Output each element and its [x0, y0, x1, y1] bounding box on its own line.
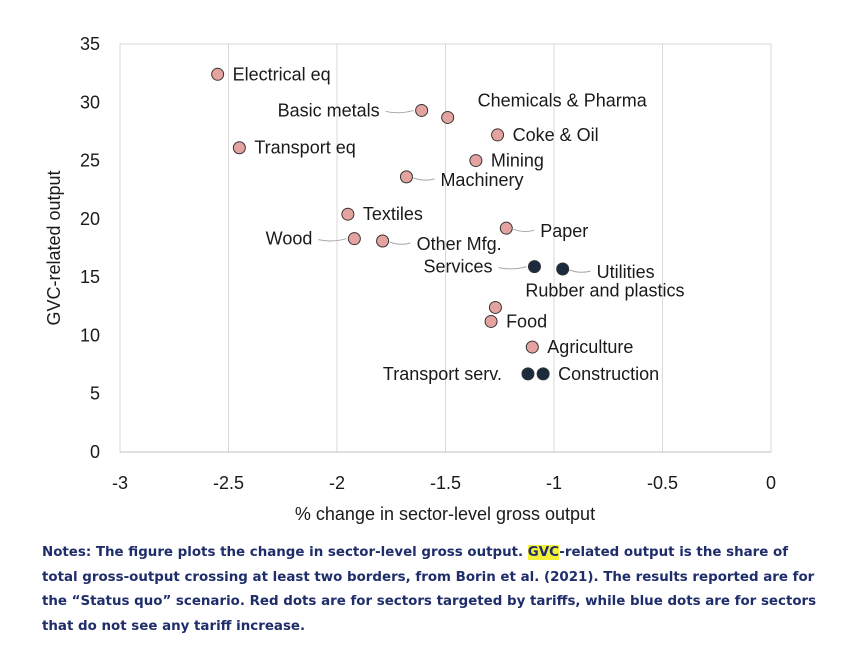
- x-tick-label: -0.5: [647, 473, 678, 493]
- y-tick-labels: 0 5 10 15 20 25 30 35: [80, 34, 100, 462]
- data-point: [211, 67, 225, 81]
- y-tick-label: 20: [80, 209, 100, 229]
- point-labels: Electrical eq Basic metals Chemicals & Pha…: [233, 64, 685, 384]
- figure-notes: Notes: The figure plots the change in se…: [42, 541, 822, 639]
- data-point: [399, 170, 413, 184]
- data-point: [232, 141, 246, 155]
- x-tick-label: -2.5: [213, 473, 244, 493]
- notes-highlight-gvc: GVC: [527, 545, 560, 560]
- leader-line: [513, 228, 535, 232]
- y-tick-label: 35: [80, 34, 100, 54]
- point-label: Transport serv.: [383, 364, 502, 384]
- notes-text-1: Notes: The figure plots the change in se…: [42, 545, 528, 560]
- data-points: [211, 67, 570, 381]
- leader-line: [318, 238, 347, 242]
- point-label: Machinery: [440, 170, 523, 190]
- y-tick-label: 10: [80, 325, 100, 345]
- data-point: [521, 367, 535, 381]
- leader-line: [385, 109, 414, 114]
- data-point: [491, 128, 505, 142]
- x-tick-label: -3: [112, 473, 128, 493]
- data-point: [488, 300, 502, 314]
- leader-line: [413, 177, 435, 181]
- x-axis-label: % change in sector-level gross output: [295, 504, 595, 524]
- data-point: [536, 367, 550, 381]
- point-label: Basic metals: [278, 100, 380, 120]
- data-point: [441, 110, 455, 124]
- data-point: [499, 221, 513, 235]
- data-point: [525, 340, 539, 354]
- point-label: Agriculture: [547, 337, 633, 357]
- data-point: [341, 207, 355, 221]
- y-tick-label: 5: [90, 384, 100, 404]
- data-point: [376, 234, 390, 248]
- y-axis-label: GVC-related output: [44, 170, 64, 325]
- y-tick-label: 15: [80, 267, 100, 287]
- leader-line: [389, 241, 411, 245]
- x-tick-label: -2: [329, 473, 345, 493]
- data-point: [527, 260, 541, 274]
- point-label: Electrical eq: [233, 64, 331, 84]
- point-label: Other Mfg.: [417, 234, 502, 254]
- data-point: [484, 314, 498, 328]
- data-point: [415, 103, 429, 117]
- x-tick-labels: -3 -2.5 -2 -1.5 -1 -0.5 0: [112, 473, 776, 493]
- scatter-chart: 0 5 10 15 20 25 30 35 -3 -2.5 -2 -1.5 -1 -0.5 0 Elect…: [44, 34, 776, 524]
- x-tick-label: -1: [546, 473, 562, 493]
- point-label: Food: [506, 311, 547, 331]
- point-label: Transport eq: [254, 138, 355, 158]
- point-label: Coke & Oil: [513, 125, 599, 145]
- x-tick-label: 0: [766, 473, 776, 493]
- point-label: Wood: [266, 229, 313, 249]
- data-point: [347, 232, 361, 246]
- point-label: Chemicals & Pharma: [478, 90, 648, 110]
- y-tick-label: 25: [80, 151, 100, 171]
- data-point: [469, 154, 483, 168]
- leader-line: [498, 266, 527, 270]
- notes-text-2: -related output is the share of total gr…: [42, 545, 817, 634]
- label-leader-lines: [318, 109, 591, 273]
- leader-line: [569, 269, 591, 273]
- point-label: Rubber and plastics: [525, 280, 684, 300]
- point-label: Paper: [540, 221, 588, 241]
- x-tick-label: -1.5: [430, 473, 461, 493]
- y-tick-label: 30: [80, 92, 100, 112]
- point-label: Textiles: [363, 204, 423, 224]
- point-label: Services: [423, 257, 492, 277]
- y-tick-label: 0: [90, 442, 100, 462]
- point-label: Construction: [558, 364, 659, 384]
- point-label: Utilities: [597, 262, 655, 282]
- data-point: [556, 262, 570, 276]
- point-label: Mining: [491, 151, 544, 171]
